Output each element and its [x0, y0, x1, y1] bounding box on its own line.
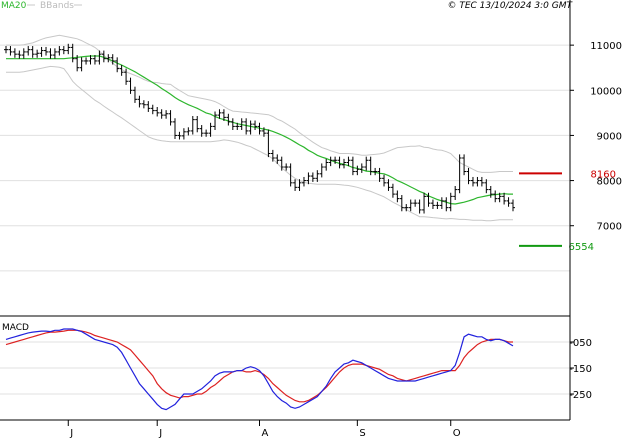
- macd-line: [5, 328, 514, 411]
- macd-axis: -050 -150 -250: [569, 338, 592, 401]
- signal-line: [5, 329, 513, 403]
- macd-tick-label: -150: [569, 364, 592, 375]
- price-tick-label: 11000: [590, 41, 622, 52]
- month-label: A: [262, 428, 269, 439]
- macd-grid: [0, 341, 570, 395]
- macd-lines: [5, 328, 514, 411]
- price-grid: [0, 44, 570, 272]
- price-levels: 8160 6554: [519, 169, 616, 253]
- macd-title: MACD: [2, 323, 29, 333]
- price-bars: [4, 43, 515, 214]
- bollinger-bands: [6, 34, 513, 222]
- price-axis: 11000 10000 9000 8000 7000: [570, 41, 622, 233]
- macd-tick-label: -050: [569, 338, 592, 349]
- price-tick-label: 8000: [597, 177, 622, 188]
- support-label: 6554: [569, 242, 594, 253]
- bb-upper-line: [6, 34, 513, 173]
- month-label: O: [453, 428, 461, 439]
- price-tick-label: 9000: [597, 131, 622, 142]
- month-label: J: [158, 428, 162, 439]
- macd-tick-label: -250: [569, 390, 592, 401]
- legend-bbands: BBands: [40, 1, 74, 11]
- month-label: J: [69, 428, 73, 439]
- resistance-label: 8160: [591, 169, 616, 180]
- price-tick-label: 7000: [597, 222, 622, 233]
- month-label: S: [359, 428, 365, 439]
- bb-lower-line: [6, 65, 513, 222]
- price-tick-label: 10000: [590, 86, 622, 97]
- legend-ma20: MA20: [1, 1, 27, 11]
- copyright-text: © TEC 13/10/2024 3:0 GMT: [447, 1, 573, 11]
